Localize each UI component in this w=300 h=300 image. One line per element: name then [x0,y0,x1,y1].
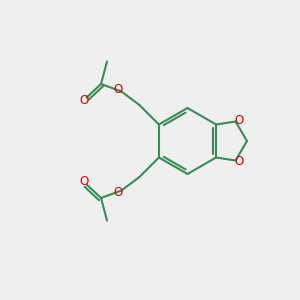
Text: O: O [113,186,122,200]
Text: O: O [80,94,89,107]
Text: O: O [113,82,122,96]
Text: O: O [80,175,89,188]
Text: O: O [234,114,243,128]
Text: O: O [234,154,243,168]
